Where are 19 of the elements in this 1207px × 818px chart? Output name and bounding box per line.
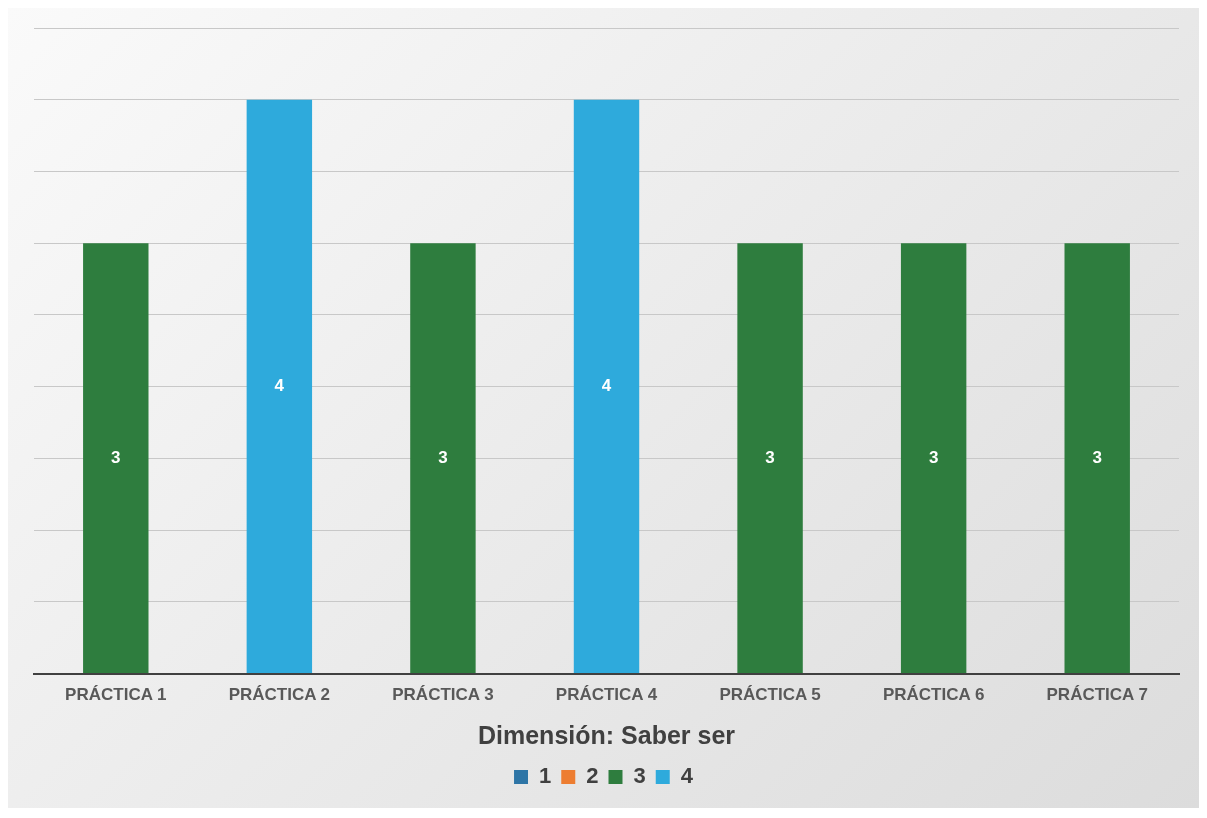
x-tick-label: PRÁCTICA 6 xyxy=(882,685,985,705)
data-label: 4 xyxy=(601,376,612,396)
x-axis-title: Dimensión: Saber ser xyxy=(477,720,736,749)
data-label: 3 xyxy=(1092,447,1102,467)
x-tick-label: PRÁCTICA 5 xyxy=(719,685,821,705)
x-tick-label: PRÁCTICA 3 xyxy=(392,685,494,705)
legend-label: 4 xyxy=(680,763,694,789)
legend-label: 3 xyxy=(633,763,646,789)
data-label: 3 xyxy=(111,447,121,467)
data-label: 4 xyxy=(274,376,285,396)
x-tick-label: PRÁCTICA 1 xyxy=(65,685,167,705)
data-label: 3 xyxy=(928,447,939,467)
data-label: 3 xyxy=(765,447,775,467)
data-label: 3 xyxy=(438,447,448,467)
legend-label: 1 xyxy=(539,763,552,789)
x-tick-label: PRÁCTICA 4 xyxy=(555,685,658,705)
x-tick-label: PRÁCTICA 2 xyxy=(228,685,331,705)
legend-label: 2 xyxy=(586,763,599,789)
x-tick-label: PRÁCTICA 7 xyxy=(1046,685,1148,705)
